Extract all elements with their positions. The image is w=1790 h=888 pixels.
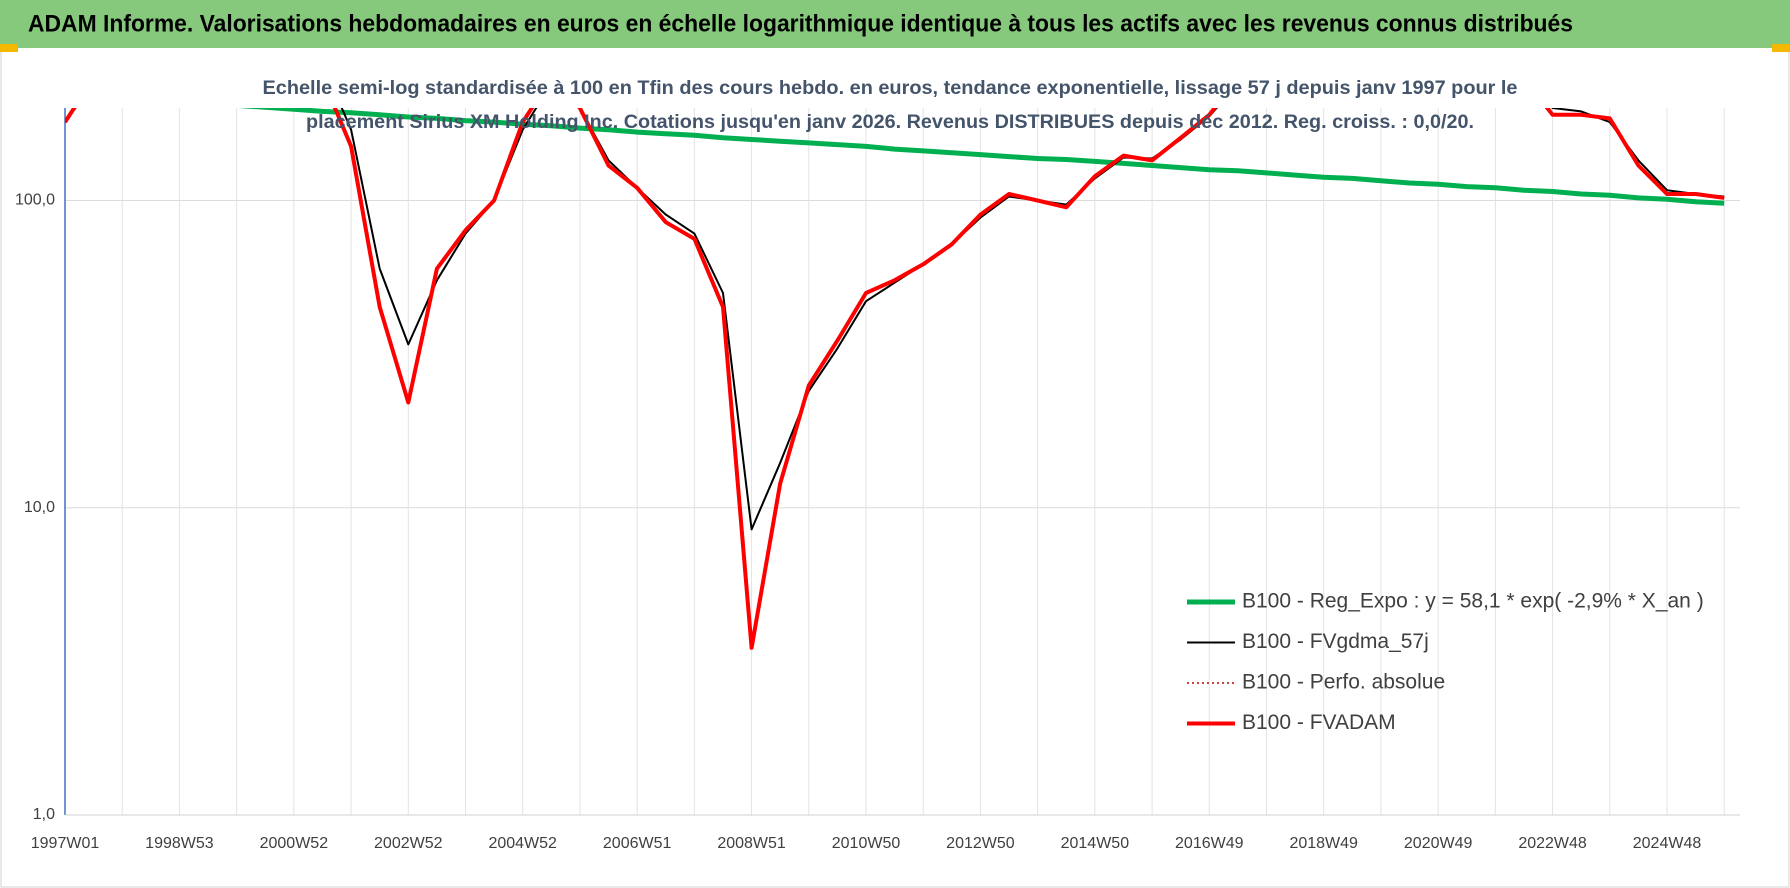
y-tick-label: 1,0 (33, 806, 55, 823)
y-tick-label: 100,0 (15, 192, 55, 209)
chart-title: ADAM Informe. Valorisations hebdomadaire… (28, 10, 1573, 37)
legend-label: B100 - FVADAM (1242, 711, 1396, 734)
corner-mark (0, 44, 18, 52)
x-tick-label: 2012W50 (946, 835, 1015, 852)
legend-label: B100 - Reg_Expo : y = 58,1 * exp( -2,9% … (1242, 590, 1704, 613)
x-tick-label: 2004W52 (488, 835, 557, 852)
series-line (65, 108, 1725, 650)
x-tick-label: 2022W48 (1518, 835, 1587, 852)
x-tick-label: 2014W50 (1061, 835, 1130, 852)
x-tick-label: 2010W50 (832, 835, 901, 852)
x-tick-label: 2020W49 (1404, 835, 1473, 852)
x-tick-label: 1997W01 (31, 835, 100, 852)
chart-subtitle: Echelle semi-log standardisée à 100 en T… (263, 78, 1518, 99)
x-tick-label: 2008W51 (717, 835, 786, 852)
grid: 1,0 10,0 100,0 1997W01 1998W53 2000W52 2002W52… (15, 108, 1740, 852)
legend-label: B100 - Perfo. absolue (1242, 671, 1445, 694)
x-tick-label: 2024W48 (1633, 835, 1702, 852)
series-line (65, 108, 1725, 531)
chart-subtitle: placement Sirius XM Holding Inc. Cotatio… (306, 112, 1474, 133)
series-line (238, 108, 1725, 206)
y-tick-label: 10,0 (24, 499, 55, 516)
header-bar (0, 0, 1790, 48)
x-tick-label: 2016W49 (1175, 835, 1244, 852)
legend-label: B100 - FVgdma_57j (1242, 630, 1429, 653)
legend: B100 - Reg_Expo : y = 58,1 * exp( -2,9% … (1187, 590, 1704, 734)
x-tick-label: 2006W51 (603, 835, 672, 852)
plot-lines (65, 108, 1725, 650)
corner-mark (1772, 44, 1790, 52)
x-tick-label: 2000W52 (260, 835, 329, 852)
x-tick-label: 2002W52 (374, 835, 443, 852)
x-tick-label: 2018W49 (1289, 835, 1358, 852)
x-tick-label: 1998W53 (145, 835, 214, 852)
